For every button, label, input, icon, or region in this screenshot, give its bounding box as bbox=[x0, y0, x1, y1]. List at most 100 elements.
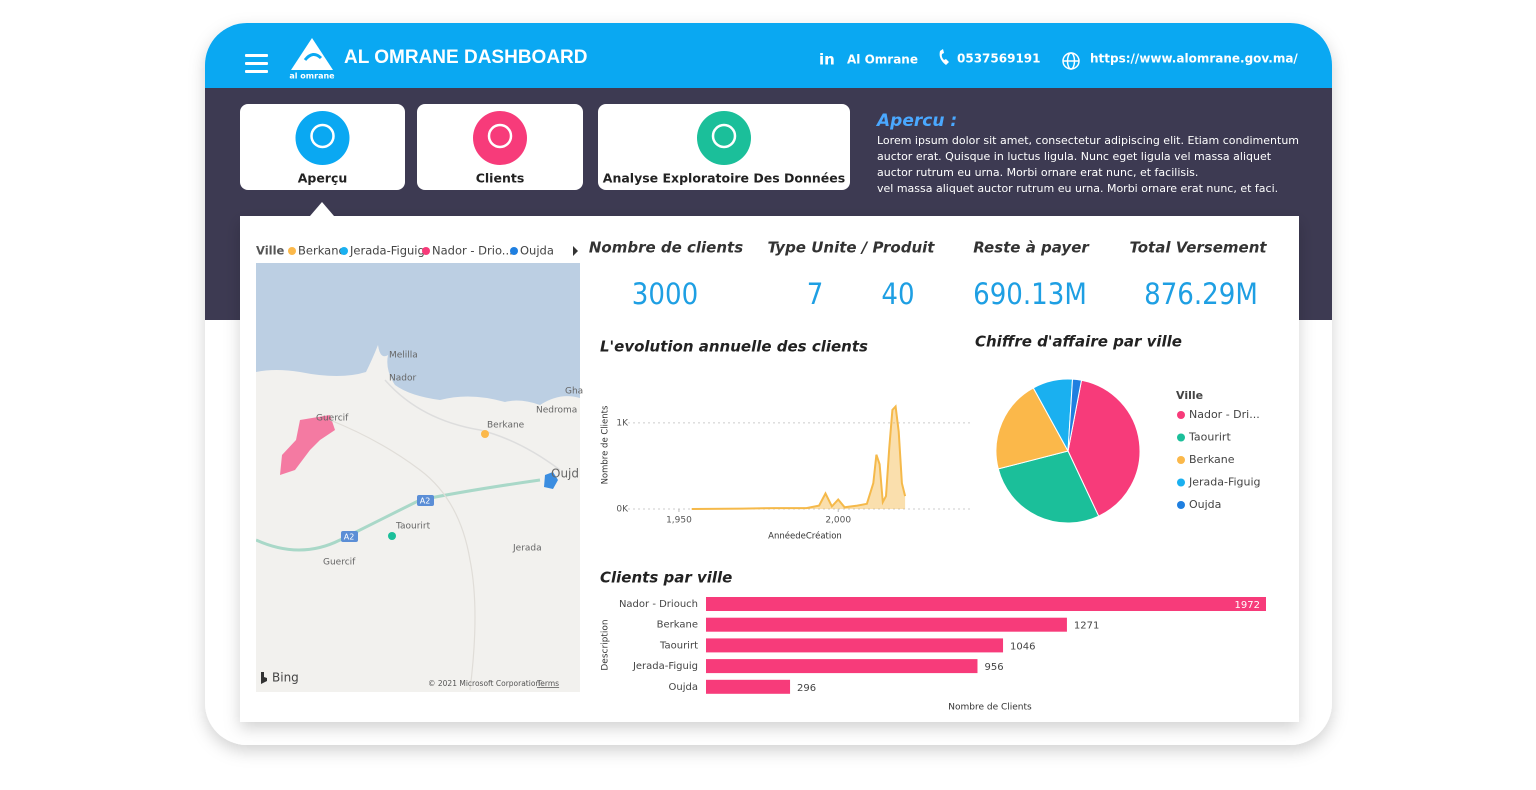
y-tick-label: 0K bbox=[616, 505, 629, 515]
y-axis-title: Description bbox=[601, 619, 611, 670]
nav-icon bbox=[295, 111, 350, 165]
linkedin-icon[interactable]: in bbox=[819, 51, 835, 69]
kpi-value: 3000 bbox=[632, 277, 698, 311]
place-label: Nador bbox=[389, 374, 416, 384]
nav-card[interactable]: Analyse Exploratoire Des Données bbox=[598, 104, 850, 190]
y-tick-label: Taourirt bbox=[659, 640, 698, 651]
bar bbox=[706, 617, 1067, 632]
map-legend-label: Berkane bbox=[298, 244, 346, 258]
value-label: 296 bbox=[797, 683, 816, 694]
place-label: Jerada bbox=[512, 544, 542, 554]
nav-icon-inner bbox=[310, 123, 335, 149]
website-link[interactable]: https://www.alomrane.gov.ma/ bbox=[1090, 52, 1298, 66]
nav-card[interactable]: Clients bbox=[417, 104, 583, 190]
apercu-text: vel massa aliquet auctor rutrum eu urna.… bbox=[877, 182, 1278, 195]
chart-title: Clients par ville bbox=[600, 569, 732, 587]
y-tick-label: 1K bbox=[616, 418, 629, 428]
nav-label: Analyse Exploratoire Des Données bbox=[603, 171, 845, 186]
bar bbox=[706, 659, 978, 674]
place-label: Melilla bbox=[389, 351, 418, 361]
x-tick-label: 2,000 bbox=[825, 516, 851, 526]
x-axis-title: AnnéedeCréation bbox=[768, 531, 842, 542]
map-legend-dot bbox=[510, 247, 518, 255]
road-label: A2 bbox=[420, 497, 431, 506]
place-label: Guercif bbox=[323, 558, 356, 568]
phone-icon bbox=[939, 49, 949, 65]
value-label: 1972 bbox=[1235, 600, 1260, 611]
apercu-text: auctor rutrum eu urna. Morbi ornare erat… bbox=[877, 166, 1198, 179]
legend-label: Nador - Dri... bbox=[1189, 408, 1260, 421]
legend-dot bbox=[1177, 501, 1185, 509]
place-label: Nedroma bbox=[536, 406, 577, 416]
map-terms[interactable]: Terms bbox=[536, 679, 559, 688]
map[interactable] bbox=[256, 263, 580, 692]
globe-icon bbox=[1062, 52, 1080, 70]
legend-dot bbox=[1177, 433, 1185, 442]
pie-slice bbox=[995, 387, 1069, 470]
y-axis-title: Nombre de Clients bbox=[601, 405, 611, 484]
map-legend-label: Oujda bbox=[520, 244, 554, 258]
apercu-title: Apercu : bbox=[875, 111, 957, 131]
nav-icon bbox=[473, 111, 527, 165]
nav-label: Aperçu bbox=[298, 171, 348, 186]
legend-dot bbox=[1177, 478, 1185, 487]
nav-pointer bbox=[310, 202, 334, 216]
y-tick-label: Berkane bbox=[657, 620, 698, 631]
menu-icon[interactable] bbox=[245, 54, 268, 73]
nav-label: Clients bbox=[476, 171, 525, 186]
nav-icon bbox=[697, 111, 751, 165]
kpi-label: Reste à payer bbox=[973, 239, 1090, 257]
value-label: 1046 bbox=[1010, 641, 1035, 652]
y-tick-label: Nador - Driouch bbox=[619, 599, 698, 610]
nav-card[interactable]: Aperçu bbox=[240, 104, 405, 190]
map-legend-dot bbox=[340, 247, 348, 255]
legend-label: Oujda bbox=[1189, 498, 1221, 511]
map-legend-dot bbox=[422, 247, 430, 255]
chart-title: Chiffre d'affaire par ville bbox=[975, 333, 1182, 351]
legend-title: Ville bbox=[1176, 389, 1203, 402]
x-axis-title: Nombre de Clients bbox=[948, 703, 1032, 713]
y-tick-label: Oujda bbox=[669, 682, 698, 693]
linkedin-link[interactable]: Al Omrane bbox=[847, 53, 918, 67]
header-title: AL OMRANE DASHBOARD bbox=[344, 47, 587, 68]
place-label: Taourirt bbox=[395, 522, 431, 532]
legend-dot bbox=[1177, 411, 1185, 419]
legend-label: Jerada-Figuig bbox=[1188, 476, 1261, 489]
legend-label: Taourirt bbox=[1188, 431, 1231, 444]
map-legend-dot bbox=[288, 247, 296, 255]
kpi-label: Nombre de clients bbox=[589, 239, 743, 257]
kpi-value: 876.29M bbox=[1144, 277, 1258, 311]
place-label: Gha bbox=[565, 387, 583, 397]
bar bbox=[706, 679, 791, 694]
map-legend-label: Nador - Drio... bbox=[432, 244, 513, 258]
nav-icon-inner bbox=[487, 123, 513, 149]
legend-scroll[interactable] bbox=[573, 246, 578, 256]
bing-logo bbox=[261, 672, 267, 684]
kpi-value: 690.13M bbox=[973, 277, 1087, 311]
kpi-label: Total Versement bbox=[1129, 239, 1267, 257]
pie-slice bbox=[1067, 378, 1083, 452]
road-shield bbox=[417, 495, 434, 506]
map-legend-label: Jerada-Figuig bbox=[349, 244, 425, 258]
place-label: Guercif bbox=[316, 414, 349, 424]
bing-label: Bing bbox=[272, 671, 299, 685]
line bbox=[691, 404, 907, 510]
kpi-value: 7 bbox=[807, 277, 824, 311]
place-label: Berkane bbox=[487, 421, 525, 431]
map-attribution: © 2021 Microsoft Corporation bbox=[428, 679, 540, 688]
x-tick-label: 1,950 bbox=[666, 516, 692, 526]
pie-slice bbox=[997, 450, 1100, 524]
road-shield bbox=[341, 531, 358, 542]
header-bar bbox=[205, 23, 1332, 88]
kpi-label: Type Unite / Produit bbox=[768, 239, 936, 257]
logo-text: al omrane bbox=[289, 72, 335, 81]
nav-icon-inner bbox=[711, 123, 737, 149]
bar bbox=[706, 597, 1266, 611]
bar bbox=[706, 638, 1004, 653]
pie-slice bbox=[1067, 379, 1141, 517]
value-label: 956 bbox=[984, 662, 1003, 673]
chart-title: L'evolution annuelle des clients bbox=[600, 338, 868, 356]
legend-label: Berkane bbox=[1189, 453, 1235, 466]
